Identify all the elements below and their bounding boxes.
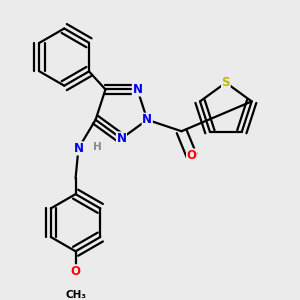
- Text: N: N: [74, 142, 83, 155]
- Text: CH₃: CH₃: [65, 290, 86, 300]
- Text: O: O: [187, 149, 196, 162]
- Text: O: O: [70, 265, 81, 278]
- Text: H: H: [93, 142, 101, 152]
- Text: S: S: [222, 76, 230, 89]
- Text: N: N: [116, 132, 126, 145]
- Text: N: N: [132, 83, 142, 96]
- Text: N: N: [142, 113, 152, 126]
